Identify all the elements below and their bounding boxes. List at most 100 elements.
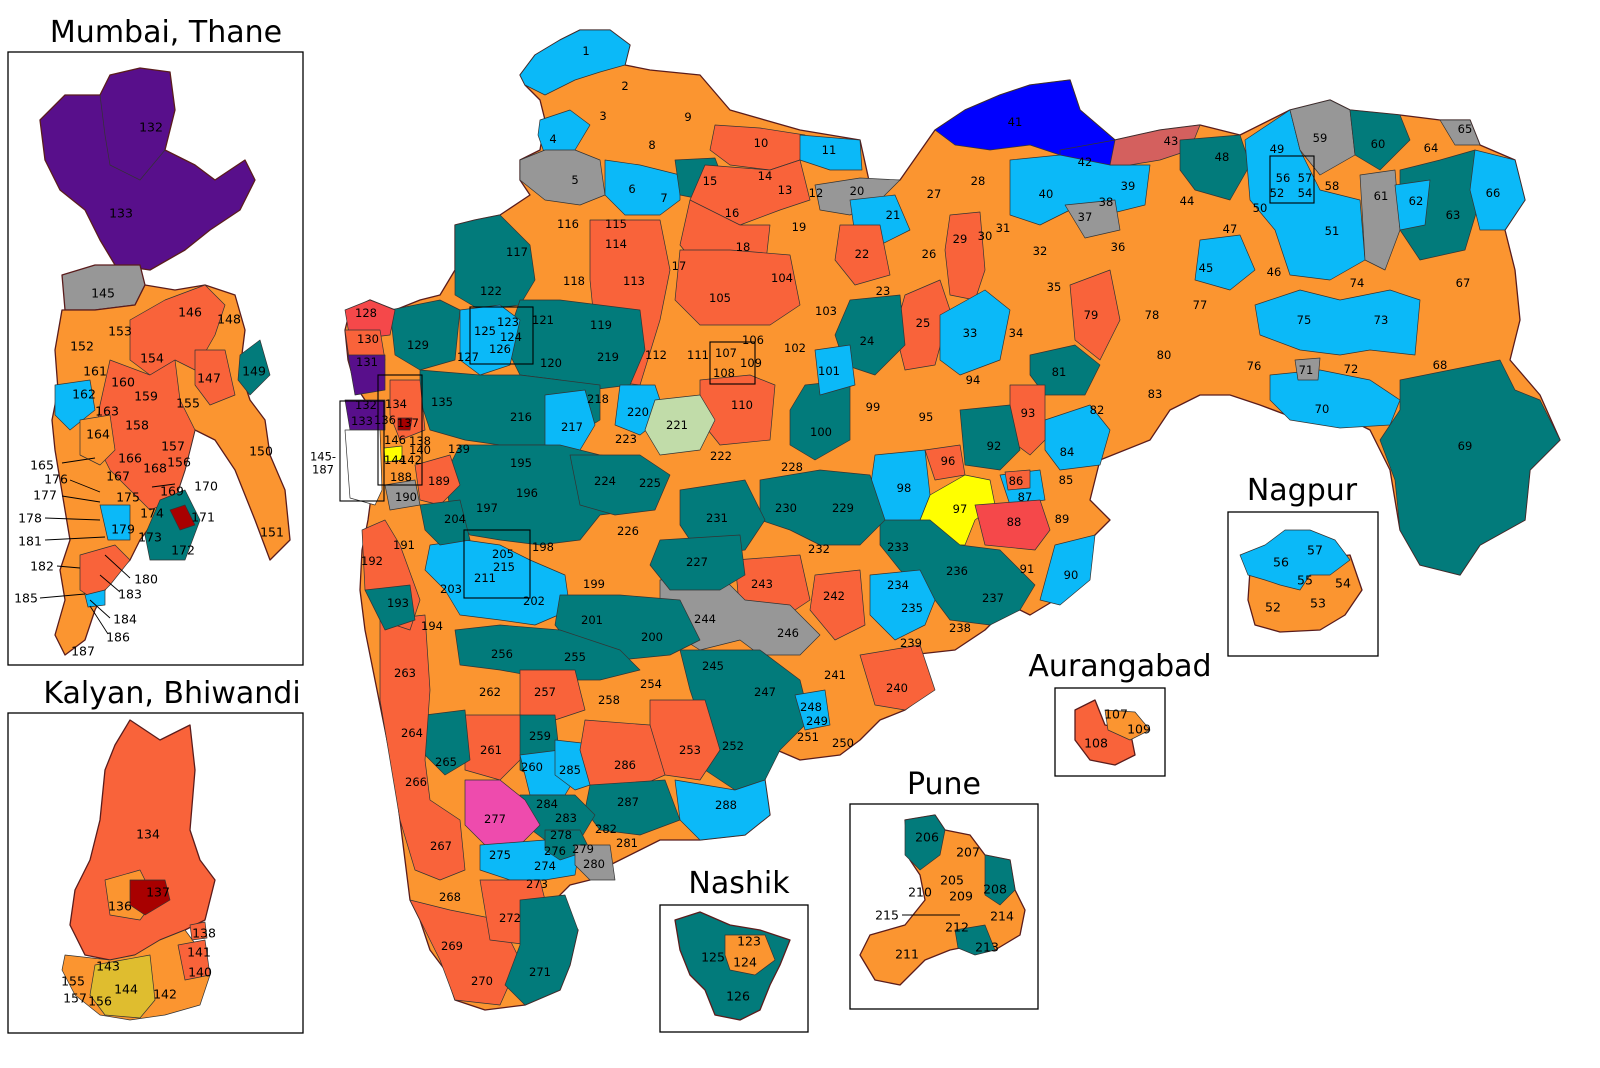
region-label-238: 238 xyxy=(949,621,971,635)
region-label-51: 51 xyxy=(1325,224,1340,238)
region-label-255: 255 xyxy=(564,650,586,664)
region-label-38: 38 xyxy=(1099,195,1114,209)
region-label-249: 249 xyxy=(806,714,828,728)
region-label-8: 8 xyxy=(648,138,655,152)
region-label-217: 217 xyxy=(561,420,583,434)
pune-213 xyxy=(954,924,996,956)
region-label-136: 136 xyxy=(108,899,132,914)
region-label-270: 270 xyxy=(471,974,493,988)
region-label-140: 140 xyxy=(409,443,431,457)
region-label-74: 74 xyxy=(1350,276,1365,290)
inset-aurangabad: Aurangabad xyxy=(1028,649,1212,777)
region-label-54: 54 xyxy=(1298,186,1313,200)
region-label-273: 273 xyxy=(526,877,548,891)
region-label-235: 235 xyxy=(901,601,923,615)
region-label-185: 185 xyxy=(14,591,38,606)
mumbai-147 xyxy=(194,349,236,406)
zoom-rects xyxy=(339,155,1315,599)
region-242 xyxy=(809,569,866,641)
region-label-152: 152 xyxy=(70,339,94,354)
region-label-125: 125 xyxy=(701,950,725,965)
region-label-142: 142 xyxy=(153,987,177,1002)
region-label-53: 53 xyxy=(1310,596,1326,611)
region-label-129: 129 xyxy=(407,338,429,352)
region-label-246: 246 xyxy=(777,626,799,640)
region-label-137: 137 xyxy=(397,416,419,430)
region-label-107: 107 xyxy=(715,346,737,360)
region-label-105: 105 xyxy=(709,291,731,305)
region-label-242: 242 xyxy=(823,589,845,603)
region-label-85: 85 xyxy=(1059,473,1074,487)
region-label-161: 161 xyxy=(83,364,107,379)
region-label-20: 20 xyxy=(850,184,865,198)
region-label-127: 127 xyxy=(457,350,479,364)
region-label-10: 10 xyxy=(754,136,769,150)
region-label-113: 113 xyxy=(623,274,645,288)
region-label-24: 24 xyxy=(860,334,875,348)
region-label-157: 157 xyxy=(63,991,87,1006)
inset-title-nagpur: Nagpur xyxy=(1247,473,1358,508)
region-label-172: 172 xyxy=(171,543,195,558)
region-label-32: 32 xyxy=(1033,244,1048,258)
pune-208 xyxy=(984,854,1016,906)
region-label-186: 186 xyxy=(106,630,130,645)
inset-box-nagpur xyxy=(1227,511,1379,657)
region-label-101: 101 xyxy=(818,364,840,378)
region-label-244: 244 xyxy=(694,612,716,626)
region-label-143: 143 xyxy=(96,959,120,974)
region-label-82: 82 xyxy=(1090,403,1105,417)
region-label-245: 245 xyxy=(702,659,724,673)
region-label-146: 146 xyxy=(384,433,406,447)
region-217 xyxy=(544,389,596,451)
region-label-3: 3 xyxy=(599,109,606,123)
region-label-123: 123 xyxy=(737,934,761,949)
region-label-259: 259 xyxy=(529,729,551,743)
region-label-124: 124 xyxy=(733,955,757,970)
region-65 xyxy=(1439,119,1481,146)
region-label-205: 205 xyxy=(492,547,514,561)
region-label-98: 98 xyxy=(897,481,912,495)
region-227 xyxy=(649,534,746,591)
region-label-132: 132 xyxy=(355,398,377,412)
region-label-150: 150 xyxy=(249,444,273,459)
region-6 xyxy=(604,159,681,216)
region-label-12: 12 xyxy=(809,186,824,200)
region-label-35: 35 xyxy=(1047,280,1062,294)
region-label-171: 171 xyxy=(191,510,215,525)
region-label-6: 6 xyxy=(628,182,635,196)
aurangabad-107-109 xyxy=(1104,709,1151,741)
region-label-253: 253 xyxy=(679,743,701,757)
region-label-183: 183 xyxy=(118,587,142,602)
region-label-34: 34 xyxy=(1009,326,1024,340)
kalyan-140-141 xyxy=(177,939,211,981)
region-label-194: 194 xyxy=(421,619,443,633)
region-label-119: 119 xyxy=(590,318,612,332)
inset-labels: 1321331451461471481491501511521531541551… xyxy=(14,120,1351,1009)
region-240 xyxy=(859,644,936,711)
mumbai-171 xyxy=(169,504,196,531)
region-label-165: 165 xyxy=(30,458,54,473)
region-label-84: 84 xyxy=(1060,445,1075,459)
inset-box-nashik xyxy=(659,904,809,1033)
region-label-221: 221 xyxy=(666,418,688,432)
region-label-169: 169 xyxy=(160,484,184,499)
region-label-1: 1 xyxy=(582,44,589,58)
region-label-220: 220 xyxy=(627,405,649,419)
region-label-122: 122 xyxy=(480,284,502,298)
region-label-282: 282 xyxy=(595,822,617,836)
region-label-68: 68 xyxy=(1433,358,1448,372)
region-label-190: 190 xyxy=(395,490,417,504)
region-label-21: 21 xyxy=(886,208,901,222)
region-88 xyxy=(974,499,1051,551)
region-label-250: 250 xyxy=(832,736,854,750)
region-label-135: 135 xyxy=(431,395,453,409)
region-label-233: 233 xyxy=(887,540,909,554)
region-label-7: 7 xyxy=(660,191,667,205)
kalyan-144 xyxy=(89,954,156,1019)
region-62-63 xyxy=(1399,149,1481,261)
region-label-272: 272 xyxy=(499,911,521,925)
region-label-65: 65 xyxy=(1458,122,1473,136)
region-label-164: 164 xyxy=(86,427,110,442)
region-label-145: 145 xyxy=(91,286,115,301)
region-label-41: 41 xyxy=(1008,115,1023,129)
